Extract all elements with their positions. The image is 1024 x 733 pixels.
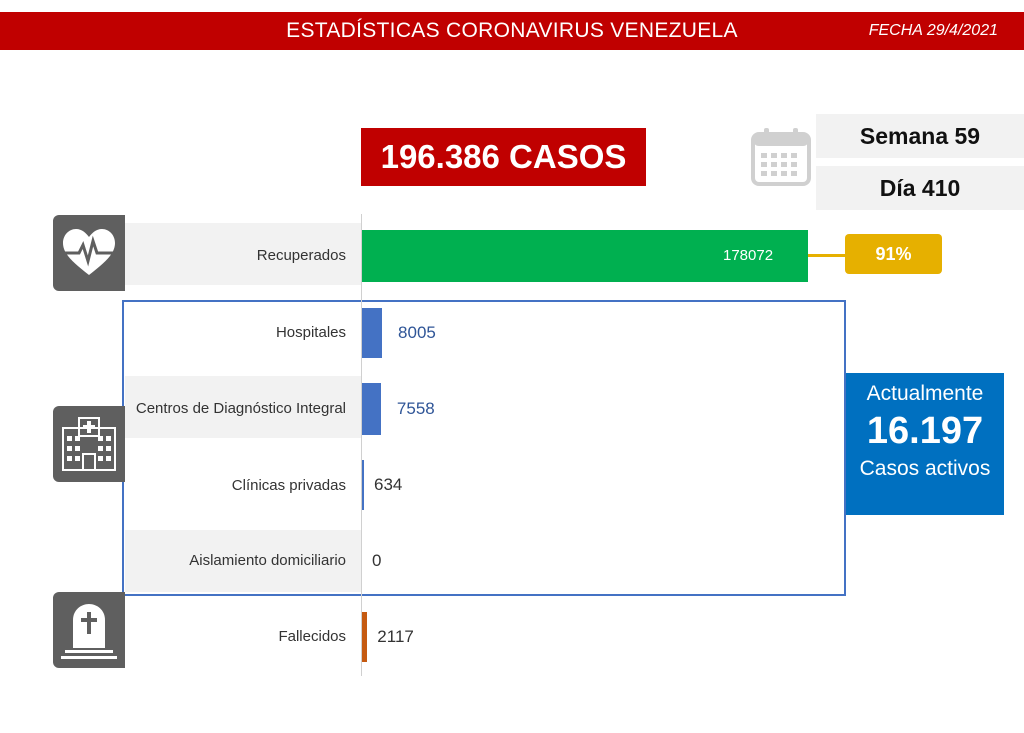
tombstone-icon (61, 604, 117, 659)
badge-connector (808, 254, 845, 257)
label-recuperados: Recuperados (256, 247, 346, 264)
deaths-icon-box (53, 592, 125, 668)
value-clinicas: 634 (374, 475, 403, 494)
value-hospitales: 8005 (398, 323, 436, 342)
label-hospitales: Hospitales (275, 324, 346, 341)
row-bg-recuperados (125, 223, 361, 285)
bar-cdi (362, 383, 381, 435)
heart-pulse-icon (63, 229, 115, 275)
recovered-percent-badge: 91% (845, 234, 942, 274)
bar-hospitales (362, 308, 383, 358)
page-title: ESTADÍSTICAS CORONAVIRUS VENEZUELA (286, 19, 738, 42)
bar-fallecidos (362, 612, 368, 662)
hospital-icon-box (53, 406, 125, 482)
label-cdi: Centros de Diagnóstico Integral (135, 400, 346, 417)
label-aislamiento: Aislamiento domiciliario (189, 552, 346, 569)
calendar-icon (751, 128, 811, 186)
bar-clinicas (362, 460, 364, 510)
chart-axis (361, 214, 362, 676)
value-recuperados: 178072 (723, 247, 774, 264)
label-fallecidos: Fallecidos (278, 628, 346, 645)
value-aislamiento: 0 (372, 551, 382, 570)
active-cases-value: 16.197 (866, 410, 984, 452)
row-bg-cdi (125, 376, 361, 438)
row-bg-aislamiento (125, 530, 361, 592)
label-clinicas: Clínicas privadas (231, 477, 346, 494)
header-banner: ESTADÍSTICAS CORONAVIRUS VENEZUELA FECHA… (0, 12, 1024, 50)
recovered-icon-box (53, 215, 125, 291)
active-cases-caption: Casos activos (859, 457, 991, 480)
total-cases-badge: 196.386 CASOS (361, 128, 646, 186)
value-cdi: 7558 (396, 399, 435, 418)
active-cases-box: Actualmente 16.197 Casos activos (846, 373, 1004, 515)
report-date: FECHA 29/4/2021 (868, 22, 998, 39)
active-cases-heading: Actualmente (866, 382, 984, 405)
value-fallecidos: 2117 (377, 627, 414, 646)
day-number: Día 410 (816, 166, 1024, 210)
week-number: Semana 59 (816, 114, 1024, 158)
hospital-icon (62, 417, 116, 471)
bar-recuperados (362, 230, 808, 282)
